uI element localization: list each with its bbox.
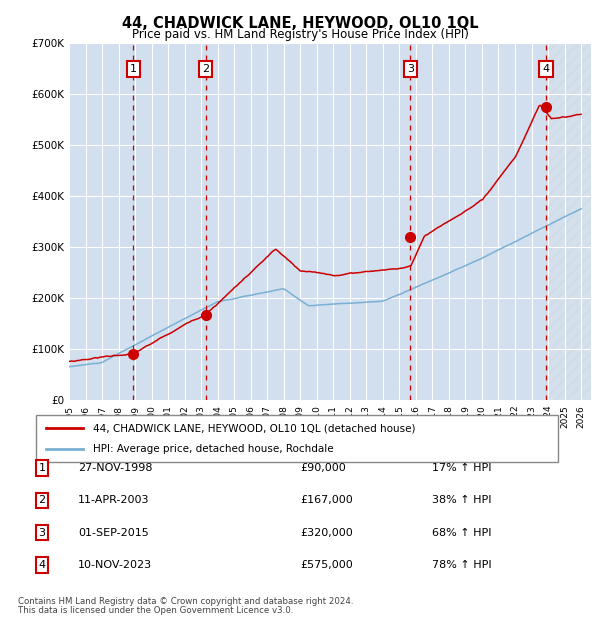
Text: 38% ↑ HPI: 38% ↑ HPI [432,495,491,505]
Text: 27-NOV-1998: 27-NOV-1998 [78,463,152,473]
Text: 01-SEP-2015: 01-SEP-2015 [78,528,149,538]
Text: 68% ↑ HPI: 68% ↑ HPI [432,528,491,538]
Bar [133,43,206,400]
Text: 4: 4 [38,560,46,570]
Text: 3: 3 [407,64,414,74]
Text: 2: 2 [38,495,46,505]
Text: 4: 4 [542,64,550,74]
Text: £90,000: £90,000 [300,463,346,473]
Text: 11-APR-2003: 11-APR-2003 [78,495,149,505]
Bar [546,43,591,400]
Text: This data is licensed under the Open Government Licence v3.0.: This data is licensed under the Open Gov… [18,606,293,615]
Bar [410,43,546,400]
Text: 2: 2 [202,64,209,74]
Text: 10-NOV-2023: 10-NOV-2023 [78,560,152,570]
Text: 3: 3 [38,528,46,538]
Text: Price paid vs. HM Land Registry's House Price Index (HPI): Price paid vs. HM Land Registry's House … [131,28,469,41]
Text: £575,000: £575,000 [300,560,353,570]
Text: HPI: Average price, detached house, Rochdale: HPI: Average price, detached house, Roch… [94,444,334,454]
Bar [206,43,410,400]
Text: £167,000: £167,000 [300,495,353,505]
Text: 44, CHADWICK LANE, HEYWOOD, OL10 1QL (detached house): 44, CHADWICK LANE, HEYWOOD, OL10 1QL (de… [94,423,416,433]
Text: 17% ↑ HPI: 17% ↑ HPI [432,463,491,473]
Text: £320,000: £320,000 [300,528,353,538]
Text: 44, CHADWICK LANE, HEYWOOD, OL10 1QL: 44, CHADWICK LANE, HEYWOOD, OL10 1QL [122,16,478,30]
Text: Contains HM Land Registry data © Crown copyright and database right 2024.: Contains HM Land Registry data © Crown c… [18,597,353,606]
Text: 1: 1 [130,64,137,74]
Text: 1: 1 [38,463,46,473]
FancyBboxPatch shape [36,415,558,462]
Bar [69,43,133,400]
Text: 78% ↑ HPI: 78% ↑ HPI [432,560,491,570]
